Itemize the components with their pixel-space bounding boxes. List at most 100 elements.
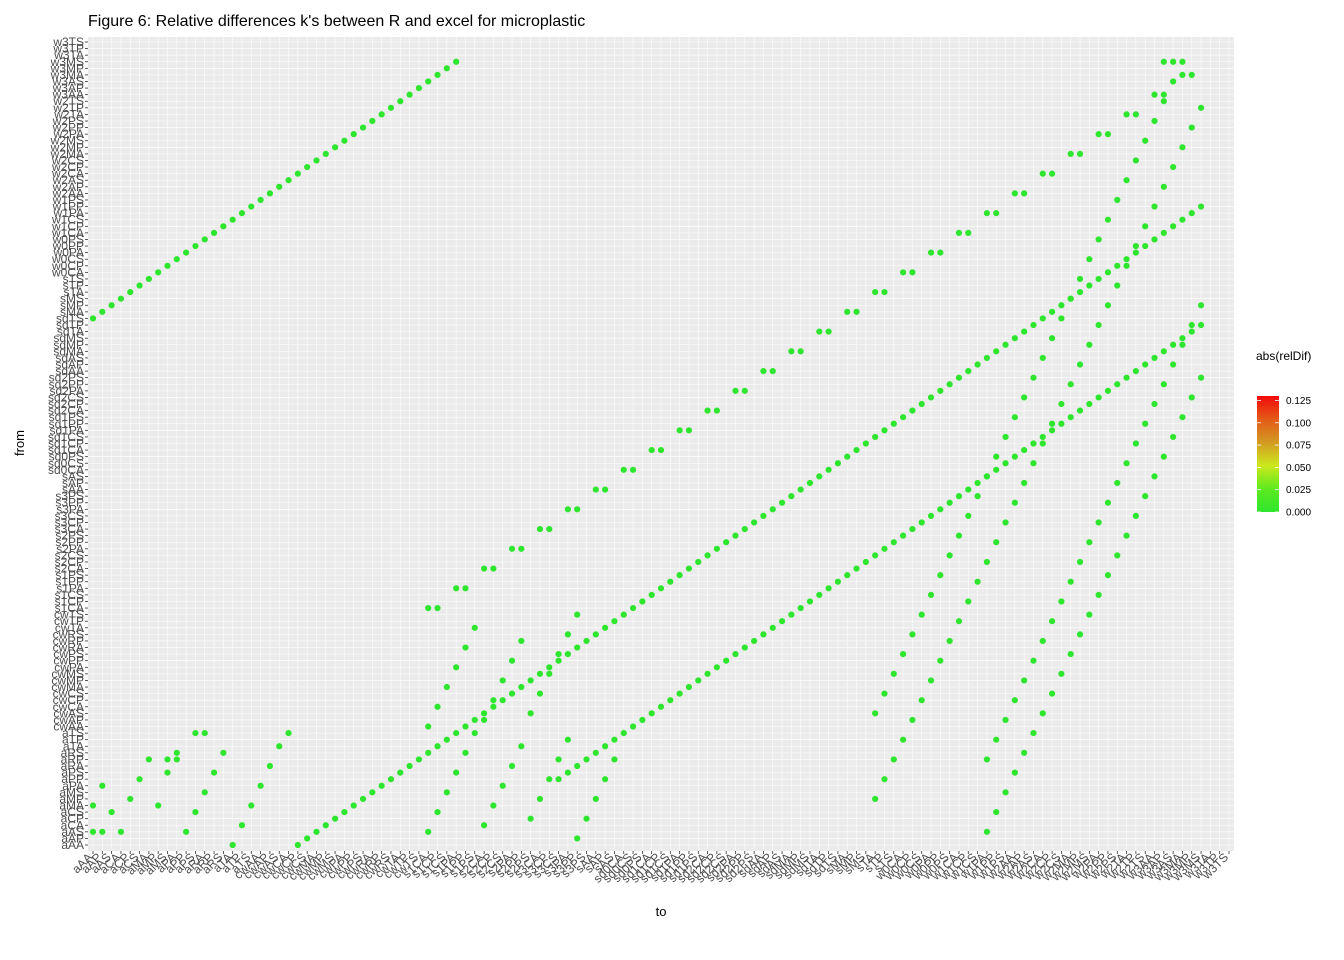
data-point: [546, 670, 553, 677]
y-tick-label: sMS: [60, 292, 84, 306]
data-point: [415, 84, 422, 92]
y-tick-label: w3TP: [52, 42, 84, 56]
data-point: [713, 664, 720, 671]
data-point: [536, 690, 544, 697]
data-point: [136, 776, 143, 783]
data-point: [89, 828, 97, 835]
data-point: [164, 756, 171, 763]
data-point: [965, 229, 972, 236]
data-point: [974, 361, 981, 368]
data-point: [462, 585, 469, 592]
data-point: [1151, 354, 1158, 362]
data-point: [1002, 341, 1009, 348]
y-tick-label: w1CP: [51, 219, 84, 233]
y-tick-label: aAP: [61, 831, 84, 845]
data-point: [220, 223, 227, 230]
data-point: [527, 677, 534, 684]
data-point: [1095, 591, 1102, 598]
y-tick-label: sMA: [60, 305, 84, 319]
data-point: [825, 328, 832, 335]
data-point: [797, 486, 804, 493]
y-tick-label: sd2CS: [48, 390, 84, 404]
y-tick-label: w2TS: [52, 94, 84, 108]
y-tick-label: sd2PS: [49, 371, 84, 385]
y-tick-label: cwTS: [54, 608, 84, 622]
y-tick-label: cwMA: [51, 680, 84, 694]
y-tick-label: sAA: [62, 483, 84, 497]
y-tick-label: cwRA: [53, 641, 84, 655]
data-point: [993, 466, 1000, 473]
data-point: [1151, 91, 1158, 98]
data-point: [769, 506, 776, 513]
data-point: [1197, 321, 1205, 329]
data-point: [1188, 394, 1195, 401]
data-point: [1132, 249, 1139, 256]
data-point: [788, 348, 795, 355]
y-tick-label: aTP: [62, 733, 84, 747]
data-point: [508, 657, 516, 664]
data-point: [900, 414, 907, 421]
data-point: [332, 815, 339, 822]
data-point: [574, 762, 581, 770]
data-point: [1021, 677, 1028, 684]
data-point: [183, 249, 190, 256]
data-point: [1142, 223, 1149, 230]
data-point: [1160, 229, 1167, 236]
data-point: [890, 670, 897, 677]
data-point: [760, 512, 767, 520]
data-point: [806, 479, 814, 487]
y-tick-label: sdMA: [53, 344, 84, 358]
data-point: [872, 289, 879, 296]
data-point: [1132, 440, 1139, 447]
data-point: [453, 58, 460, 65]
data-point: [536, 795, 544, 803]
data-point: [434, 71, 441, 79]
data-point: [937, 506, 944, 513]
data-point: [1123, 460, 1130, 467]
y-tick-label: cwTP: [54, 614, 84, 628]
y-tick-label: cwAP: [53, 713, 84, 727]
data-point: [881, 427, 888, 434]
y-tick-label: aCP: [61, 812, 84, 826]
data-point: [704, 670, 711, 677]
data-point: [611, 736, 618, 743]
data-point: [974, 479, 981, 487]
data-point: [881, 776, 888, 783]
data-point: [443, 736, 450, 743]
data-point: [1039, 433, 1046, 441]
y-tick-label: aRA: [61, 759, 84, 773]
data-point: [853, 446, 860, 454]
y-tick-label: aCA: [61, 818, 84, 832]
data-point: [192, 242, 199, 250]
legend-tick-label: 0.100: [1286, 418, 1311, 429]
data-point: [574, 835, 581, 842]
data-point: [648, 710, 655, 717]
data-point: [1123, 256, 1130, 263]
y-tick-label: s1PA: [56, 581, 84, 595]
y-tick-label: aTS: [62, 726, 84, 740]
y-tick-label: sd0CA: [48, 463, 84, 477]
data-point: [527, 815, 534, 822]
y-tick-label: sdMP: [53, 338, 84, 352]
data-point: [1030, 730, 1037, 737]
data-point: [397, 98, 404, 105]
data-point: [574, 644, 581, 651]
data-point: [508, 762, 516, 770]
y-tick-label: w2TA: [53, 107, 84, 121]
data-point: [1114, 552, 1121, 559]
data-point: [499, 782, 506, 789]
data-point: [909, 269, 916, 276]
y-tick-label: aMA: [59, 799, 84, 813]
data-point: [834, 578, 842, 585]
data-point: [676, 427, 683, 434]
y-tick-label: cwAS: [53, 706, 84, 720]
data-point: [769, 624, 776, 631]
y-tick-label: s2CS: [55, 548, 84, 562]
y-tick-label: cwAA: [53, 720, 84, 734]
data-point: [1104, 302, 1112, 309]
data-point: [1188, 328, 1195, 335]
y-tick-label: s1PP: [55, 575, 84, 589]
data-point: [983, 210, 991, 217]
data-point: [1160, 453, 1167, 460]
data-point: [499, 677, 506, 684]
